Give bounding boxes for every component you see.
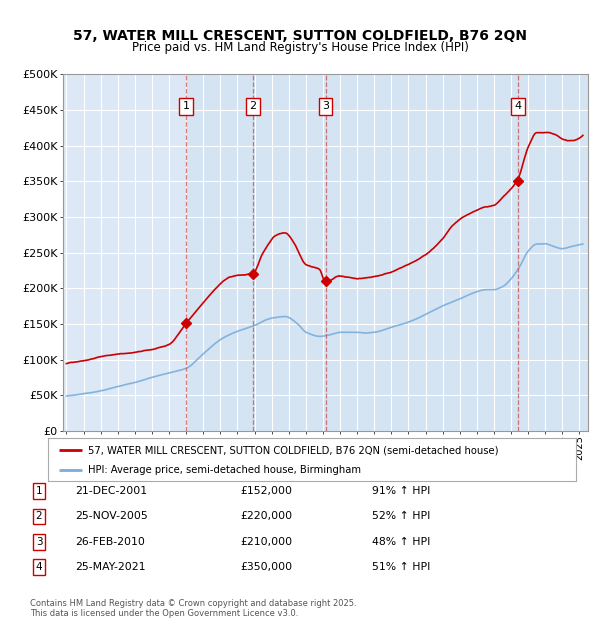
- Text: 52% ↑ HPI: 52% ↑ HPI: [372, 512, 430, 521]
- Text: 2: 2: [35, 512, 43, 521]
- Bar: [253, 74, 326, 431]
- Text: Contains HM Land Registry data © Crown copyright and database right 2025.: Contains HM Land Registry data © Crown c…: [30, 600, 356, 608]
- Text: £220,000: £220,000: [240, 512, 292, 521]
- Text: 1: 1: [35, 486, 43, 496]
- Text: 21-DEC-2001: 21-DEC-2001: [75, 486, 147, 496]
- Bar: [186, 74, 253, 431]
- Text: 91% ↑ HPI: 91% ↑ HPI: [372, 486, 430, 496]
- Text: 4: 4: [35, 562, 43, 572]
- Text: 1: 1: [182, 102, 190, 112]
- Text: 57, WATER MILL CRESCENT, SUTTON COLDFIELD, B76 2QN: 57, WATER MILL CRESCENT, SUTTON COLDFIEL…: [73, 29, 527, 43]
- Text: £152,000: £152,000: [240, 486, 292, 496]
- Text: Price paid vs. HM Land Registry's House Price Index (HPI): Price paid vs. HM Land Registry's House …: [131, 41, 469, 53]
- Text: 48% ↑ HPI: 48% ↑ HPI: [372, 537, 430, 547]
- Bar: [518, 74, 588, 431]
- Text: 3: 3: [35, 537, 43, 547]
- Text: £210,000: £210,000: [240, 537, 292, 547]
- Text: 26-FEB-2010: 26-FEB-2010: [75, 537, 145, 547]
- Text: HPI: Average price, semi-detached house, Birmingham: HPI: Average price, semi-detached house,…: [88, 465, 361, 475]
- Text: £350,000: £350,000: [240, 562, 292, 572]
- Text: 57, WATER MILL CRESCENT, SUTTON COLDFIELD, B76 2QN (semi-detached house): 57, WATER MILL CRESCENT, SUTTON COLDFIEL…: [88, 445, 498, 455]
- Text: 25-MAY-2021: 25-MAY-2021: [75, 562, 146, 572]
- Text: 51% ↑ HPI: 51% ↑ HPI: [372, 562, 430, 572]
- Text: 2: 2: [249, 102, 256, 112]
- Text: 4: 4: [514, 102, 521, 112]
- Text: 25-NOV-2005: 25-NOV-2005: [75, 512, 148, 521]
- Text: This data is licensed under the Open Government Licence v3.0.: This data is licensed under the Open Gov…: [30, 609, 298, 618]
- Text: 3: 3: [322, 102, 329, 112]
- Bar: [326, 74, 518, 431]
